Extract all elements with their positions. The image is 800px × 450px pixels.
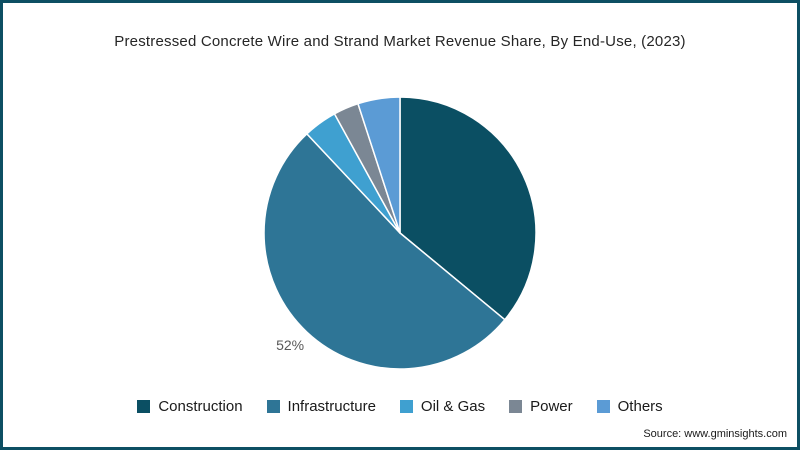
legend-label-oil-gas: Oil & Gas <box>420 398 486 415</box>
pie-slice-infrastructure <box>263 133 506 370</box>
legend-item-power: Power <box>509 398 573 415</box>
legend-label-others: Others <box>617 398 663 415</box>
legend-item-construction: Construction <box>137 398 243 415</box>
pie-slice-construction <box>399 96 537 321</box>
legend-label-construction: Construction <box>158 398 243 415</box>
legend-item-infrastructure: Infrastructure <box>266 398 376 415</box>
pie-slice-others <box>357 96 401 234</box>
legend-swatch-construction <box>137 400 151 413</box>
legend-swatch-infrastructure <box>266 400 280 413</box>
pie-chart: 52% <box>263 96 537 370</box>
legend-label-power: Power <box>530 398 573 415</box>
legend-swatch-others <box>596 400 610 413</box>
legend-item-others: Others <box>596 398 663 415</box>
legend-label-infrastructure: Infrastructure <box>287 398 376 415</box>
legend-swatch-power <box>509 400 523 413</box>
source-text: Source: www.gminsights.com <box>643 428 787 440</box>
legend-swatch-oil-gas <box>399 400 413 413</box>
chart-title: Prestressed Concrete Wire and Strand Mar… <box>114 33 686 50</box>
legend: Construction Infrastructure Oil & Gas Power… <box>3 398 797 415</box>
slice-label-infrastructure: 52% <box>276 337 304 353</box>
legend-item-oil-gas: Oil & Gas <box>399 398 486 415</box>
